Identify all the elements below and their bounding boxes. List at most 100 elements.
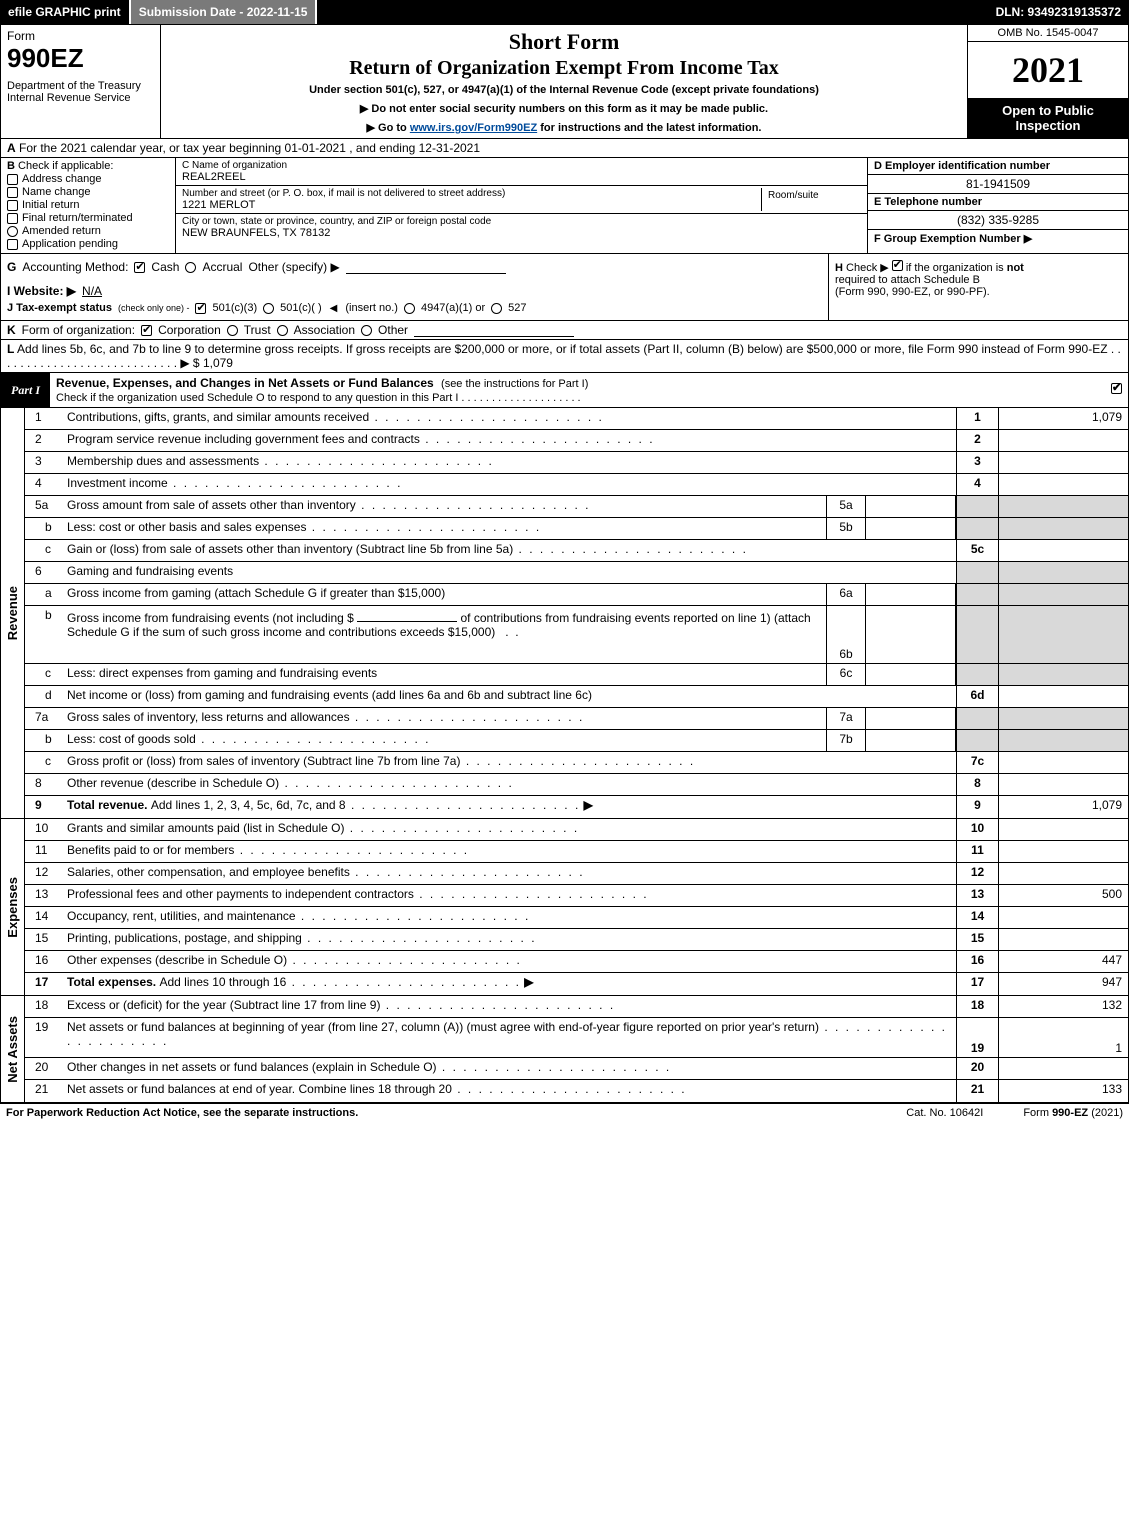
row-mid-num: 6c [826, 664, 866, 685]
rad-527[interactable] [491, 303, 502, 314]
row-rval-gray [998, 730, 1128, 751]
footer-mid: Cat. No. 10642I [906, 1107, 983, 1119]
row-num: 10 [25, 819, 63, 840]
row-13: 13 Professional fees and other payments … [25, 885, 1128, 907]
form-header-left: Form 990EZ Department of the Treasury In… [1, 25, 161, 138]
row-17: 17 Total expenses. Add lines 10 through … [25, 973, 1128, 995]
line-g: G Accounting Method: Cash Accrual Other … [1, 254, 828, 320]
netassets-table: Net Assets 18 Excess or (deficit) for th… [1, 996, 1128, 1103]
row-8: 8 Other revenue (describe in Schedule O)… [25, 774, 1128, 796]
row-desc: Gain or (loss) from sale of assets other… [63, 540, 956, 561]
revenue-table: Revenue 1 Contributions, gifts, grants, … [1, 408, 1128, 819]
row-mid-num: 6a [826, 584, 866, 605]
row-num: 18 [25, 996, 63, 1017]
row-rnum: 2 [956, 430, 998, 451]
form-subtitle: Under section 501(c), 527, or 4947(a)(1)… [169, 84, 959, 96]
chk-501c3[interactable] [195, 303, 206, 314]
city-cell: City or town, state or province, country… [176, 214, 867, 241]
chk-initial-return[interactable]: Initial return [7, 199, 169, 211]
rad-accrual[interactable] [185, 262, 196, 273]
row-desc: Gross income from gaming (attach Schedul… [63, 584, 826, 605]
row-desc: Professional fees and other payments to … [63, 885, 956, 906]
chk-application-pending[interactable]: Application pending [7, 238, 169, 250]
j-opt1: 501(c)(3) [212, 302, 257, 314]
row-4: 4 Investment income 4 [25, 474, 1128, 496]
note2-post: for instructions and the latest informat… [537, 122, 761, 134]
chk-name-change[interactable]: Name change [7, 186, 169, 198]
k-other-input[interactable] [414, 323, 574, 337]
rad-4947[interactable] [404, 303, 415, 314]
row-rval [998, 907, 1128, 928]
radio-icon [7, 226, 18, 237]
rad-trust[interactable] [227, 325, 238, 336]
line-k: K Form of organization: Corporation Trus… [1, 321, 1128, 340]
row-rval-gray [998, 584, 1128, 605]
j-opt2: 501(c)( ) [280, 302, 322, 314]
row-5a: 5a Gross amount from sale of assets othe… [25, 496, 1128, 518]
footer-right-post: (2021) [1088, 1107, 1123, 1119]
row-desc: Less: direct expenses from gaming and fu… [63, 664, 826, 685]
other-specify-input[interactable] [346, 260, 506, 274]
room-label: Room/suite [768, 190, 819, 201]
i-label: I Website: ▶ [7, 284, 76, 298]
row-desc: Total revenue. Add lines 1, 2, 3, 4, 5c,… [63, 796, 956, 818]
section-c: C Name of organization REAL2REEL Number … [176, 158, 868, 253]
row-num: b [25, 730, 63, 751]
row-rnum: 12 [956, 863, 998, 884]
chk-label: Application pending [22, 238, 118, 250]
row-num: 20 [25, 1058, 63, 1079]
row-rval [998, 1058, 1128, 1079]
row-desc: Other expenses (describe in Schedule O) [63, 951, 956, 972]
row-rval: 133 [998, 1080, 1128, 1102]
chk-cash[interactable] [134, 262, 145, 273]
row-rnum: 11 [956, 841, 998, 862]
tax-year: 2021 [968, 42, 1128, 99]
row-mid-val [866, 496, 956, 517]
b-label: B [7, 160, 15, 172]
irs-link[interactable]: www.irs.gov/Form990EZ [410, 122, 537, 134]
row-desc: Gross sales of inventory, less returns a… [63, 708, 826, 729]
j-sub: (check only one) - [118, 303, 190, 313]
row-mid-val [866, 518, 956, 539]
h-pre: Check ▶ [846, 262, 892, 274]
checkbox-icon [7, 187, 18, 198]
row-rval [998, 752, 1128, 773]
row-num: 2 [25, 430, 63, 451]
row-num: d [25, 686, 63, 707]
row-rval: 132 [998, 996, 1128, 1017]
row-mid-val [866, 708, 956, 729]
rad-other[interactable] [361, 325, 372, 336]
row-desc: Gross income from fundraising events (no… [63, 606, 826, 663]
submission-date-button[interactable]: Submission Date - 2022-11-15 [131, 0, 318, 24]
row-rval [998, 686, 1128, 707]
chk-address-change[interactable]: Address change [7, 173, 169, 185]
chk-schedule-o[interactable] [1111, 383, 1122, 394]
netassets-side-label: Net Assets [1, 996, 25, 1102]
row-num: 17 [25, 973, 63, 995]
chk-corporation[interactable] [141, 325, 152, 336]
fundraising-amount-input[interactable] [357, 608, 457, 622]
h-not: not [1007, 262, 1024, 274]
row-rnum: 19 [956, 1018, 998, 1057]
chk-amended-return[interactable]: Amended return [7, 225, 169, 237]
j-opt3: 4947(a)(1) or [421, 302, 485, 314]
omb-number: OMB No. 1545-0047 [968, 25, 1128, 42]
efile-print-button[interactable]: efile GRAPHIC print [0, 0, 131, 24]
row-rnum: 5c [956, 540, 998, 561]
rad-501c[interactable] [263, 303, 274, 314]
netassets-side-text: Net Assets [5, 1016, 20, 1083]
j-insert: (insert no.) [345, 302, 398, 314]
chk-schedule-b[interactable] [892, 260, 903, 271]
row-rnum: 10 [956, 819, 998, 840]
row-rnum: 13 [956, 885, 998, 906]
group-exemption: F Group Exemption Number ▶ [868, 230, 1128, 247]
short-form-title: Short Form [169, 29, 959, 55]
open-to-public: Open to Public Inspection [968, 99, 1128, 138]
row-rval-gray [998, 518, 1128, 539]
row-desc: Salaries, other compensation, and employ… [63, 863, 956, 884]
rad-association[interactable] [277, 325, 288, 336]
note2-pre: ▶ Go to [367, 122, 410, 134]
chk-final-return[interactable]: Final return/terminated [7, 212, 169, 224]
row-mid-val [866, 730, 956, 751]
row-mid-num: 5a [826, 496, 866, 517]
